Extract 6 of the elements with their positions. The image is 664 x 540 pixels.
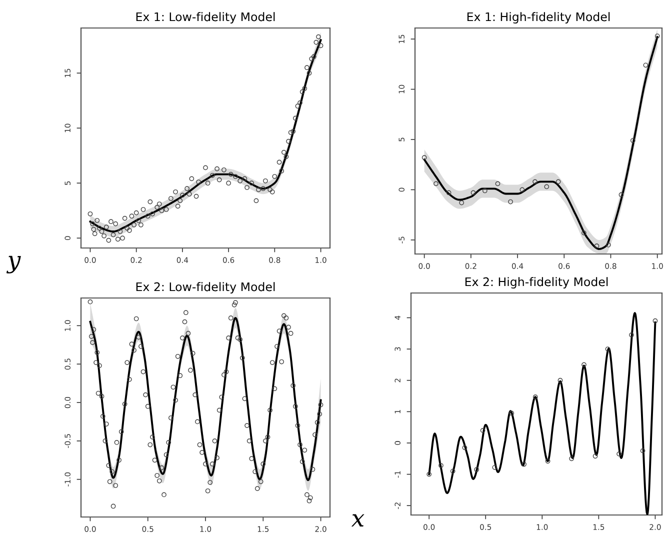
chart-title: Ex 2: High-fidelity Model <box>465 277 608 289</box>
chart-title: Ex 2: Low-fidelity Model <box>136 282 275 294</box>
chart-title: Ex 1: Low-fidelity Model <box>136 12 275 24</box>
chart-title: Ex 1: High-fidelity Model <box>467 12 610 24</box>
x-axis-title: x <box>351 514 364 527</box>
y-axis-title: y <box>6 256 21 274</box>
